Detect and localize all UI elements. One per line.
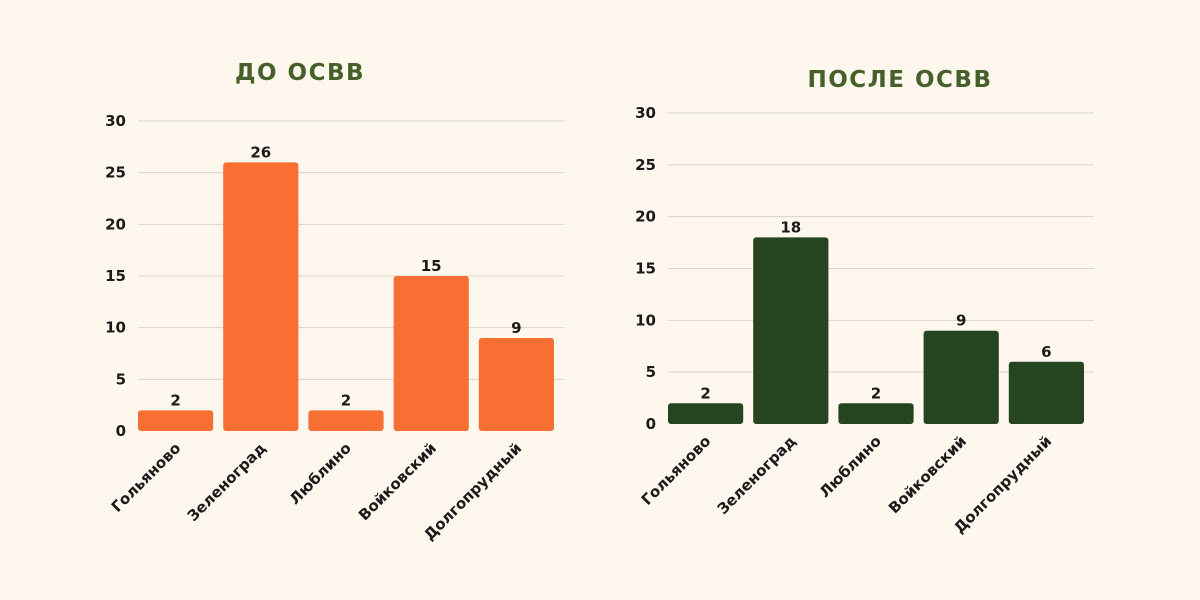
bar [753,237,829,424]
y-tick-label: 5 [116,370,126,388]
x-tick-label: Люблино [816,432,885,501]
y-tick-label: 15 [635,260,656,278]
bar-chart-after: 0 5 10 15 20 25 30 2 Гольяново 18 Зеленоград 2 Любли… [635,104,1094,537]
x-tick-label: Зеленоград [184,439,270,525]
bar [393,276,469,431]
chart-before: ДО ОСВВ 0 5 10 15 20 25 30 2 Гольяново 26 Зеленогр… [105,60,564,544]
bar [478,338,554,431]
bar [923,330,999,424]
bar [138,410,214,431]
y-tick-label: 0 [116,422,126,440]
y-tick-label: 10 [105,319,126,337]
bar-chart-before: 0 5 10 15 20 25 30 2 Гольяново 26 Зеленоград 2 Любли… [105,112,564,544]
x-tick-label: Гольяново [108,439,185,516]
bar-value-label: 2 [170,391,180,409]
y-tick-label: 25 [105,164,126,182]
y-tick-label: 30 [635,104,656,122]
bar [668,403,744,424]
y-tick-label: 15 [105,267,126,285]
y-tick-label: 30 [105,112,126,130]
y-tick-label: 25 [635,156,656,174]
bar-value-label: 9 [511,319,521,337]
bar-value-label: 18 [780,218,801,236]
chart-after: ПОСЛЕ ОСВВ 0 5 10 15 20 25 30 2 Гольяново 18 Зелен… [600,0,1200,600]
bar-value-label: 6 [1041,343,1051,361]
bar [223,162,299,432]
bar-value-label: 26 [250,143,271,161]
chart-title: ПОСЛЕ ОСВВ [807,67,993,93]
y-tick-label: 5 [646,363,656,381]
bar-value-label: 2 [341,391,351,409]
y-tick-label: 10 [635,311,656,329]
y-tick-label: 20 [105,215,126,233]
y-tick-label: 0 [646,415,656,433]
y-tick-label: 20 [635,208,656,226]
bar [308,410,384,431]
bar-value-label: 9 [956,312,966,330]
bar-value-label: 2 [871,384,881,402]
bar-value-label: 2 [700,384,710,402]
x-tick-label: Войковский [355,439,440,524]
chart-title: ДО ОСВВ [234,60,366,86]
bar-value-label: 15 [421,257,442,275]
bar [838,403,914,424]
x-tick-label: Зеленоград [714,432,800,518]
x-tick-label: Войковский [885,432,970,517]
bar [1008,361,1084,424]
x-tick-label: Люблино [286,439,355,508]
x-tick-label: Гольяново [638,432,715,509]
